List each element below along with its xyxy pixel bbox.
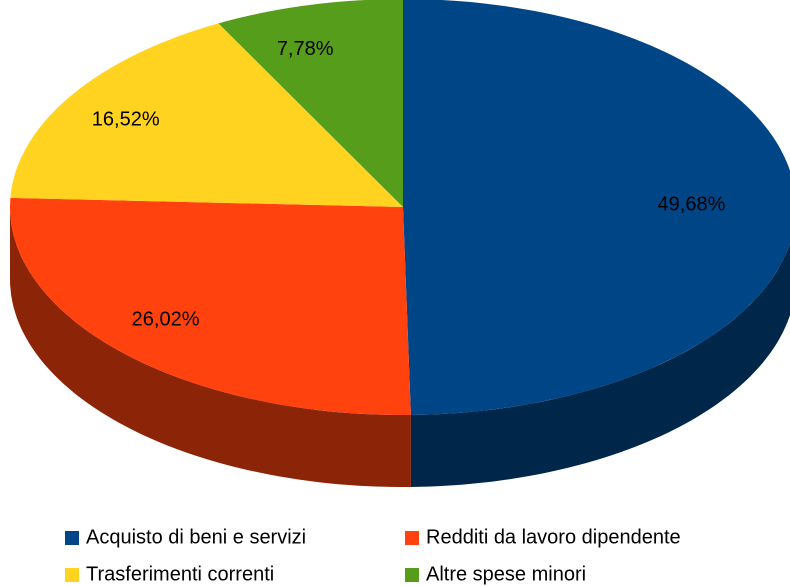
label-marker — [647, 199, 660, 212]
legend-label: Acquisto di beni e servizi — [86, 526, 306, 548]
legend-swatch — [405, 568, 419, 582]
slice-side — [10, 207, 411, 487]
legend-swatch — [65, 568, 79, 582]
data-label: 26,02% — [132, 309, 200, 331]
slice — [10, 197, 411, 415]
legend-label: Redditi da lavoro dipendente — [426, 526, 681, 548]
legend-label: Altre spese minori — [426, 563, 586, 585]
legend-swatch — [405, 531, 419, 545]
legend-label: Trasferimenti correnti — [86, 563, 274, 585]
legend-swatch — [65, 531, 79, 545]
label-marker — [121, 314, 134, 327]
slice — [218, 0, 403, 207]
slice — [10, 23, 404, 208]
data-label: 49,68% — [658, 194, 726, 216]
data-label: 16,52% — [92, 109, 160, 131]
data-label: 7,78% — [277, 38, 334, 60]
slice — [403, 0, 790, 415]
label-marker — [81, 114, 94, 127]
slice-side — [410, 243, 790, 487]
label-marker — [266, 43, 279, 56]
